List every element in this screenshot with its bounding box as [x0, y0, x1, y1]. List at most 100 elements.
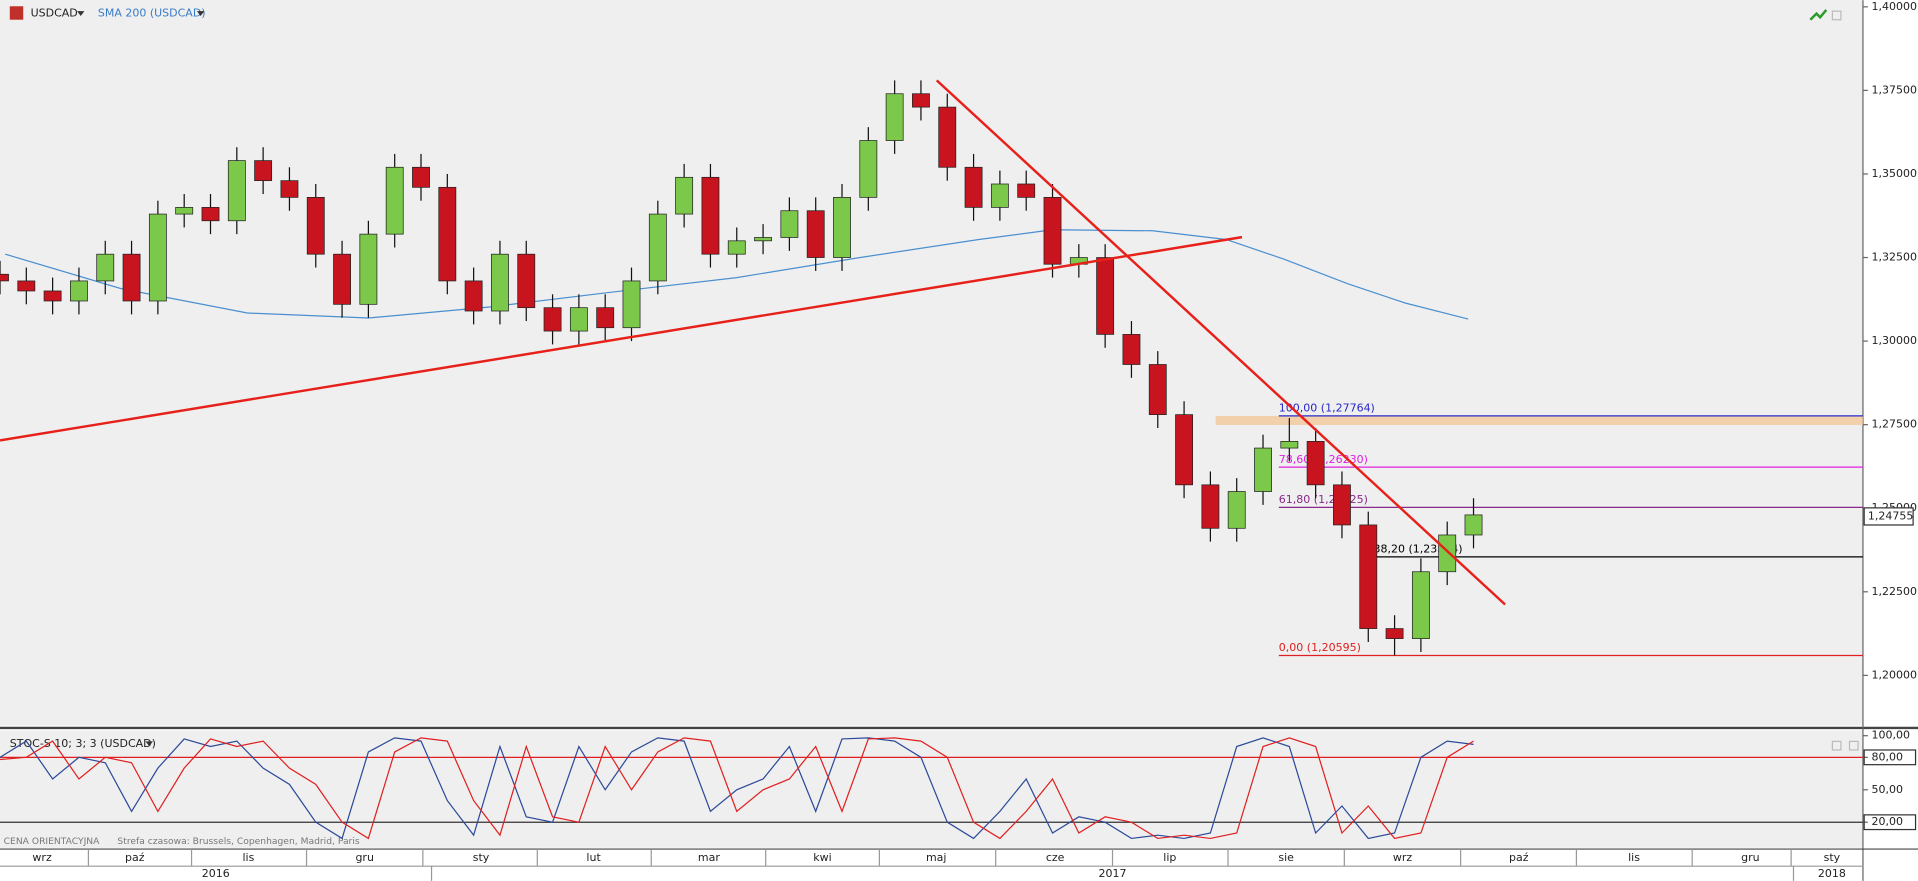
candle-body: [1385, 628, 1404, 639]
price-note: CENA ORIENTACYJNA: [4, 836, 100, 847]
level-box: [1863, 749, 1917, 766]
candle-body: [333, 253, 351, 305]
stoch-title[interactable]: STOC-S 10; 3; 3 (USDCAD): [10, 737, 156, 750]
candle-body: [122, 253, 141, 302]
window-button[interactable]: [1831, 740, 1842, 751]
y-tick-label: 1,30000: [1872, 334, 1918, 347]
month-label: lis: [242, 851, 254, 864]
candle-body: [1411, 571, 1430, 639]
candle-body: [1464, 514, 1483, 536]
candle-body: [17, 280, 36, 292]
zone: [1215, 415, 1863, 426]
dropdown-arrow[interactable]: [77, 11, 85, 17]
y-tick-label: 100,00: [1872, 729, 1911, 742]
candle-body: [543, 307, 562, 332]
candle-body: [1201, 484, 1220, 529]
candle-body: [1359, 524, 1378, 629]
fib-label: 100,00 (1,27764): [1279, 402, 1375, 415]
candle-body: [201, 207, 220, 222]
dropdown-arrow[interactable]: [145, 741, 153, 747]
window-button[interactable]: [1848, 740, 1859, 751]
y-tick-label: 1,22500: [1872, 585, 1918, 598]
candle-body: [491, 253, 509, 312]
candle-body: [1043, 196, 1062, 265]
month-label: cze: [1046, 851, 1065, 864]
fib-label: 0,00 (1,20595): [1279, 641, 1361, 654]
y-tick-label: 1,32500: [1872, 251, 1918, 264]
candle-body: [1175, 414, 1194, 486]
candle-body: [1254, 447, 1272, 492]
timezone-note: Strefa czasowa: Brussels, Copenhagen, Ma…: [117, 836, 359, 847]
candle-body: [385, 166, 404, 235]
month-label: lis: [1628, 851, 1640, 864]
month-label: paź: [1509, 851, 1529, 864]
candle-body: [70, 280, 88, 302]
y-tick-label: 1,37500: [1872, 83, 1918, 96]
toolbar-icon[interactable]: [1809, 9, 1828, 21]
candle-body: [780, 210, 799, 238]
y-tick-label: 1,40000: [1872, 0, 1918, 13]
candle-body: [1438, 534, 1457, 573]
symbol-icon: [9, 6, 24, 20]
candle-body: [885, 93, 904, 141]
year-label: 2016: [202, 867, 230, 880]
symbol-title[interactable]: USDCAD: [31, 7, 78, 20]
candle-body: [727, 240, 746, 255]
stoch-panel: [0, 730, 1863, 848]
candle-body: [701, 176, 720, 255]
candle-body: [43, 290, 62, 302]
candle-body: [0, 273, 9, 282]
candle-body: [912, 93, 930, 108]
candle-body: [622, 280, 641, 329]
candle-body: [675, 176, 694, 215]
candle-body: [1148, 364, 1167, 416]
candle-body: [306, 196, 325, 255]
y-tick-label: 80,00: [1872, 750, 1904, 763]
month-label: sty: [1824, 851, 1841, 864]
month-label: lip: [1163, 851, 1176, 864]
candle-body: [569, 307, 588, 332]
candle-body: [1280, 441, 1299, 449]
candle-body: [1122, 334, 1141, 365]
last-price-box: [1863, 507, 1914, 526]
year-label: 2018: [1818, 867, 1846, 880]
candle-body: [1306, 441, 1325, 486]
candle-body: [833, 196, 851, 258]
candle-body: [464, 280, 483, 312]
y-tick-label: 1,20000: [1872, 668, 1918, 681]
indicator-legend[interactable]: SMA 200 (USDCAD): [98, 7, 206, 20]
candle-body: [938, 106, 957, 168]
candle-body: [1227, 491, 1246, 529]
candle-body: [148, 213, 167, 302]
window-button[interactable]: [1831, 10, 1842, 21]
candle-body: [1017, 183, 1036, 198]
month-label: wrz: [1393, 851, 1413, 864]
dropdown-arrow[interactable]: [196, 11, 205, 17]
month-label: kwi: [813, 851, 831, 864]
candle-body: [1333, 484, 1351, 526]
y-tick-label: 1,27500: [1872, 418, 1918, 431]
candle-body: [175, 207, 194, 215]
candle-body: [859, 140, 878, 198]
stoch-line: [0, 737, 1474, 840]
candle-body: [227, 160, 246, 222]
month-label: paź: [125, 851, 145, 864]
candle-body: [990, 183, 1009, 208]
month-label: mar: [698, 851, 720, 864]
month-label: maj: [926, 851, 947, 864]
candle-body: [254, 160, 273, 182]
y-tick-label: 20,00: [1872, 815, 1904, 828]
candle-body: [412, 166, 430, 188]
stoch-line: [0, 737, 1474, 840]
candle-body: [806, 210, 825, 258]
level-box: [1863, 814, 1917, 831]
month-label: sie: [1278, 851, 1294, 864]
sma-line: [5, 229, 1469, 320]
candle-body: [1096, 257, 1115, 335]
trendline: [0, 235, 1243, 442]
candle-body: [438, 186, 457, 282]
candle-body: [648, 213, 667, 282]
price-panel: [0, 0, 1863, 726]
